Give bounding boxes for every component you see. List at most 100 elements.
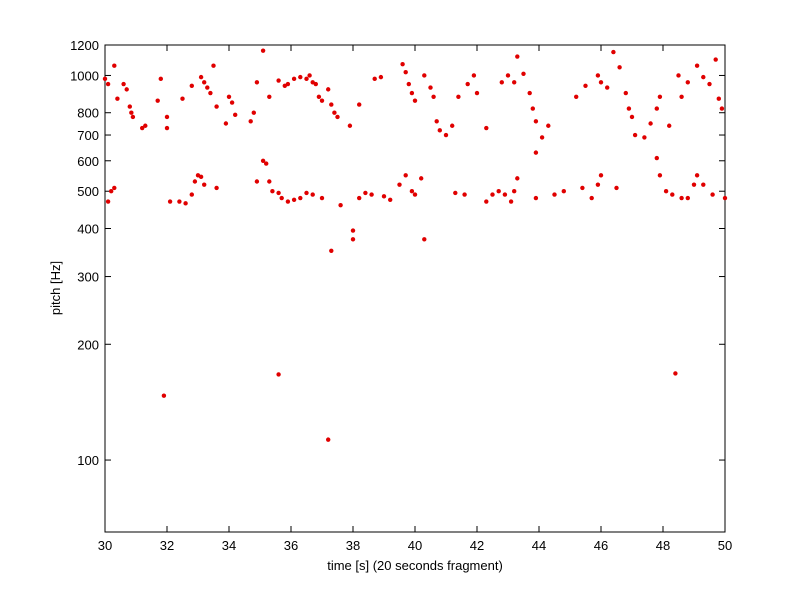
data-point [357, 102, 362, 107]
data-point [456, 94, 461, 100]
data-point [663, 189, 669, 194]
x-tick-label: 40 [408, 538, 422, 553]
data-point [267, 179, 272, 184]
data-point [214, 104, 219, 109]
data-point [378, 74, 384, 80]
data-point [369, 192, 374, 197]
data-point [530, 106, 535, 111]
data-point [614, 185, 619, 191]
data-point [357, 195, 362, 201]
data-point [412, 98, 418, 103]
data-point [419, 176, 424, 181]
data-point [710, 192, 715, 197]
data-point [316, 94, 322, 100]
data-point [605, 85, 610, 90]
data-point [130, 114, 136, 120]
data-point [129, 110, 134, 115]
data-point [198, 174, 204, 180]
data-point [335, 114, 340, 120]
data-point [673, 371, 678, 376]
data-point [694, 173, 700, 178]
data-point [512, 80, 517, 85]
data-point [350, 237, 356, 242]
data-point [313, 81, 318, 87]
data-point [642, 135, 647, 140]
data-point [580, 185, 585, 191]
data-point [527, 90, 532, 96]
data-point [189, 192, 194, 197]
x-tick-label: 34 [222, 538, 236, 553]
data-point [338, 202, 343, 208]
data-point [202, 80, 207, 85]
data-point [598, 80, 604, 85]
data-point [611, 49, 616, 55]
data-point [667, 123, 672, 128]
y-tick-label: 200 [77, 337, 99, 352]
data-point [291, 197, 297, 202]
data-point [350, 228, 356, 233]
data-point [140, 125, 145, 131]
data-point [701, 74, 706, 80]
data-point [112, 63, 117, 68]
data-point [623, 90, 628, 96]
data-point [521, 71, 526, 76]
y-tick-label: 1000 [70, 68, 99, 83]
data-point [254, 80, 260, 85]
data-point [307, 73, 312, 78]
data-point [319, 195, 325, 201]
data-point [329, 248, 334, 254]
data-point [127, 104, 132, 109]
data-point [381, 194, 387, 199]
y-tick-label: 800 [77, 106, 99, 121]
data-point [722, 195, 728, 201]
data-point [270, 189, 275, 194]
data-point [694, 63, 700, 68]
data-point [254, 179, 260, 184]
data-point [192, 179, 198, 184]
data-point [115, 96, 120, 101]
data-point [279, 195, 284, 201]
data-point [167, 199, 173, 204]
data-point [223, 121, 229, 126]
data-point [595, 182, 601, 187]
data-point [515, 54, 520, 59]
data-point [434, 119, 439, 124]
data-point [617, 65, 622, 70]
data-point [264, 161, 269, 166]
y-tick-label: 100 [77, 453, 99, 468]
data-point [143, 123, 148, 128]
data-point [437, 128, 442, 133]
x-tick-label: 44 [532, 538, 546, 553]
data-point [685, 195, 690, 201]
x-tick-label: 38 [346, 538, 360, 553]
data-point [158, 76, 163, 82]
data-point [276, 372, 281, 377]
data-point [121, 81, 126, 87]
data-point [533, 195, 539, 201]
y-axis-label: pitch [Hz] [48, 261, 63, 315]
data-point [471, 73, 477, 78]
data-point [626, 106, 632, 111]
data-point [490, 192, 495, 197]
data-point [105, 81, 111, 87]
data-point [319, 98, 325, 103]
data-point [632, 132, 638, 138]
x-tick-label: 50 [718, 538, 732, 553]
data-point [161, 393, 167, 398]
data-point [180, 96, 185, 101]
x-tick-label: 30 [98, 538, 112, 553]
data-point [298, 74, 303, 80]
data-point [654, 155, 659, 161]
y-tick-label: 400 [77, 221, 99, 236]
data-point [701, 182, 706, 187]
data-point [533, 119, 539, 124]
data-point [453, 190, 458, 196]
data-point [276, 78, 281, 83]
data-point [226, 94, 232, 100]
data-point [598, 173, 604, 178]
data-point [388, 197, 393, 202]
data-point [409, 189, 415, 194]
data-point [443, 132, 449, 138]
data-point [465, 81, 470, 87]
